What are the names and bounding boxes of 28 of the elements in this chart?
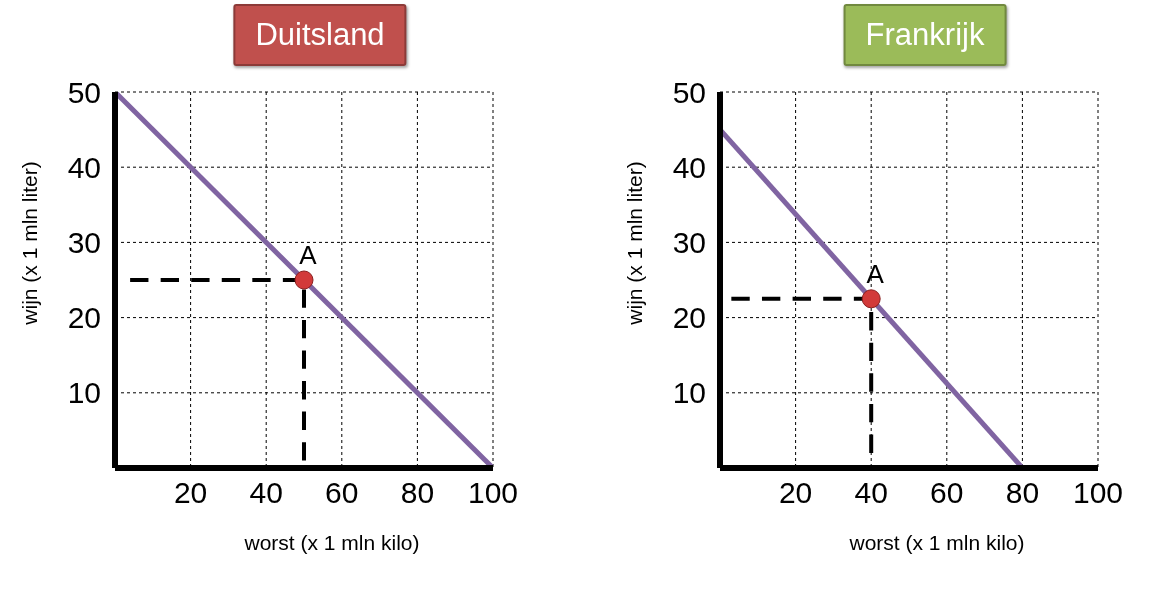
y-tick-label: 10 bbox=[67, 376, 101, 410]
y-tick-label: 40 bbox=[67, 150, 101, 184]
x-tick-label: 100 bbox=[1072, 476, 1124, 510]
y-tick-label: 20 bbox=[67, 301, 101, 335]
y-tick-label: 40 bbox=[672, 150, 706, 184]
x-tick-label: 20 bbox=[778, 476, 813, 510]
x-axis-title: worst (x 1 mln kilo) bbox=[849, 531, 1025, 554]
x-tick-label: 60 bbox=[325, 476, 359, 510]
x-tick-label: 60 bbox=[930, 476, 964, 510]
x-tick-label: 20 bbox=[173, 476, 208, 510]
y-tick-label: 20 bbox=[672, 301, 706, 335]
annotation: A bbox=[299, 240, 318, 270]
x-tick-label: 80 bbox=[1005, 476, 1040, 510]
x-axis-title: worst (x 1 mln kilo) bbox=[244, 531, 420, 554]
y-tick-label: 10 bbox=[672, 376, 706, 410]
y-tick-label: 50 bbox=[672, 75, 706, 109]
y-axis-title: wijn (x 1 mln liter) bbox=[18, 161, 41, 325]
chart-title: Duitsland bbox=[255, 17, 385, 52]
y-tick-label: 30 bbox=[67, 226, 101, 260]
x-tick-label: 80 bbox=[400, 476, 435, 510]
y-axis-title: wijn (x 1 mln liter) bbox=[623, 161, 646, 325]
x-tick-label: 40 bbox=[854, 476, 888, 510]
chart-title: Frankrijk bbox=[865, 17, 985, 52]
y-tick-label: 50 bbox=[67, 75, 101, 109]
x-tick-label: 100 bbox=[467, 476, 519, 510]
x-tick-label: 40 bbox=[249, 476, 283, 510]
y-tick-label: 30 bbox=[672, 226, 706, 260]
annotation: A bbox=[866, 258, 885, 289]
